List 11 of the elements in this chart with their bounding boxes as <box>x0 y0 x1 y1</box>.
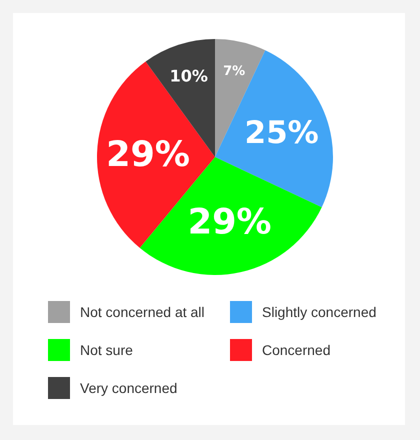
legend-label: Very concerned <box>80 380 178 396</box>
legend-label: Not concerned at all <box>80 304 205 320</box>
data-label: 10% <box>170 66 208 86</box>
data-label: 29% <box>106 134 190 175</box>
legend-label: Concerned <box>262 342 330 358</box>
data-label: 29% <box>188 202 272 242</box>
legend-label: Not sure <box>80 342 133 358</box>
legend-label: Slightly concerned <box>262 304 376 320</box>
pie-slice <box>215 50 333 208</box>
data-label: 25% <box>244 115 319 152</box>
data-label: 7% <box>223 64 246 79</box>
